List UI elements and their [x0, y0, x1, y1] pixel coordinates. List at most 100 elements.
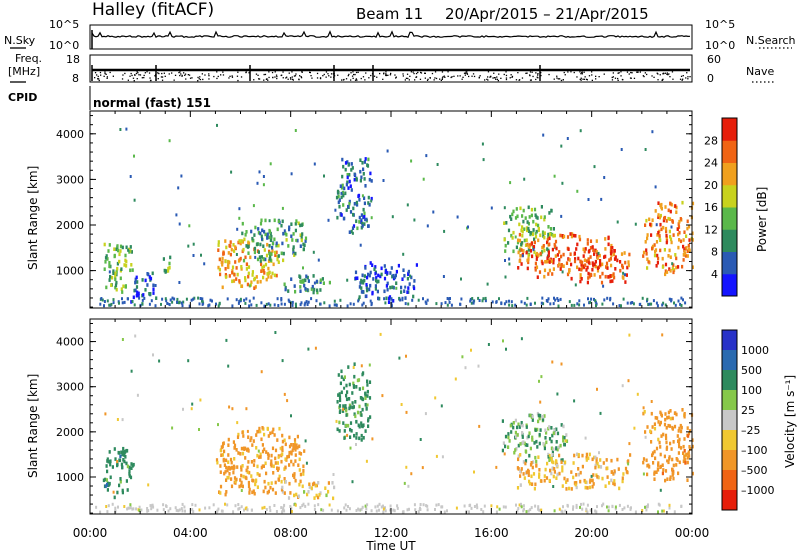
data-cell	[251, 236, 254, 241]
data-cell	[256, 429, 259, 434]
colorbar-tick-label: 500	[741, 364, 762, 377]
data-cell	[253, 286, 256, 290]
data-cell	[262, 264, 265, 269]
data-cell	[248, 299, 251, 303]
data-cell	[600, 280, 604, 285]
data-cell	[228, 260, 231, 265]
data-cell	[248, 304, 251, 308]
data-cell	[620, 148, 623, 151]
data-cell	[634, 222, 637, 226]
data-cell	[593, 297, 595, 301]
data-cell	[580, 277, 583, 281]
data-cell	[691, 238, 694, 242]
data-cell	[260, 301, 263, 305]
data-cell	[613, 469, 616, 473]
data-cell	[367, 195, 370, 200]
data-cell	[660, 206, 663, 211]
data-cell	[281, 241, 284, 246]
data-cell	[611, 273, 614, 278]
data-cell	[686, 226, 689, 231]
data-cell	[215, 302, 217, 306]
data-cell	[367, 224, 370, 228]
data-cell	[325, 493, 328, 498]
data-cell	[558, 262, 561, 267]
data-cell	[616, 258, 619, 263]
data-cell	[135, 285, 139, 289]
data-cell	[130, 263, 133, 267]
nave-point	[263, 73, 265, 76]
data-cell	[342, 216, 345, 221]
data-cell	[302, 469, 305, 473]
data-cell	[691, 201, 695, 206]
data-cell	[111, 502, 114, 506]
data-cell	[381, 394, 384, 398]
nave-point	[149, 77, 151, 79]
data-cell	[337, 190, 340, 195]
nave-point	[628, 73, 630, 75]
data-cell	[294, 445, 297, 450]
data-cell	[563, 442, 566, 447]
data-cell	[283, 503, 286, 507]
data-cell	[535, 251, 539, 256]
data-cell	[536, 254, 539, 258]
data-cell	[259, 221, 263, 226]
data-cell	[516, 433, 519, 437]
nave-point	[97, 78, 99, 80]
data-cell	[227, 265, 230, 270]
data-cell	[548, 211, 551, 215]
data-cell	[390, 266, 393, 270]
data-cell	[517, 507, 520, 510]
data-cell	[283, 438, 286, 443]
data-cell	[335, 303, 338, 307]
data-cell	[221, 256, 224, 261]
data-cell	[240, 480, 243, 485]
data-cell	[317, 481, 320, 485]
data-cell	[561, 181, 564, 185]
data-cell	[178, 300, 181, 304]
nave-point	[444, 76, 446, 78]
nave-point	[184, 73, 187, 75]
data-cell	[588, 452, 591, 457]
data-cell	[552, 234, 555, 238]
data-cell	[504, 249, 507, 253]
data-cell	[120, 450, 123, 455]
data-cell	[473, 505, 476, 508]
data-cell	[106, 257, 109, 261]
data-cell	[167, 509, 170, 513]
data-cell	[406, 203, 409, 207]
nave-point	[603, 73, 605, 75]
x-tick-label: 08:00	[273, 526, 308, 540]
data-cell	[264, 485, 267, 490]
data-cell	[262, 268, 265, 273]
data-cell	[627, 263, 630, 268]
data-cell	[134, 334, 137, 338]
data-cell	[122, 458, 125, 462]
data-cell	[128, 465, 131, 470]
data-cell	[520, 505, 523, 509]
nave-point	[689, 76, 691, 78]
data-cell	[217, 240, 220, 244]
data-cell	[591, 267, 594, 272]
data-cell	[152, 283, 155, 288]
data-cell	[586, 280, 589, 285]
data-cell	[678, 437, 681, 442]
data-cell	[364, 218, 367, 222]
data-cell	[228, 465, 231, 470]
data-cell	[425, 504, 428, 508]
data-cell	[519, 453, 522, 457]
colorbar-tick-label: –25	[741, 424, 761, 437]
data-cell	[552, 260, 555, 265]
data-cell	[403, 481, 406, 485]
nave-point	[573, 71, 575, 74]
data-cell	[287, 454, 290, 459]
data-cell	[526, 296, 529, 300]
data-cell	[303, 303, 306, 307]
data-cell	[543, 268, 547, 273]
data-cell	[222, 441, 225, 445]
data-cell	[228, 274, 231, 278]
data-cell	[386, 281, 389, 286]
data-cell	[376, 280, 379, 284]
data-cell	[228, 472, 231, 476]
data-cell	[366, 275, 369, 280]
data-cell	[351, 166, 354, 170]
